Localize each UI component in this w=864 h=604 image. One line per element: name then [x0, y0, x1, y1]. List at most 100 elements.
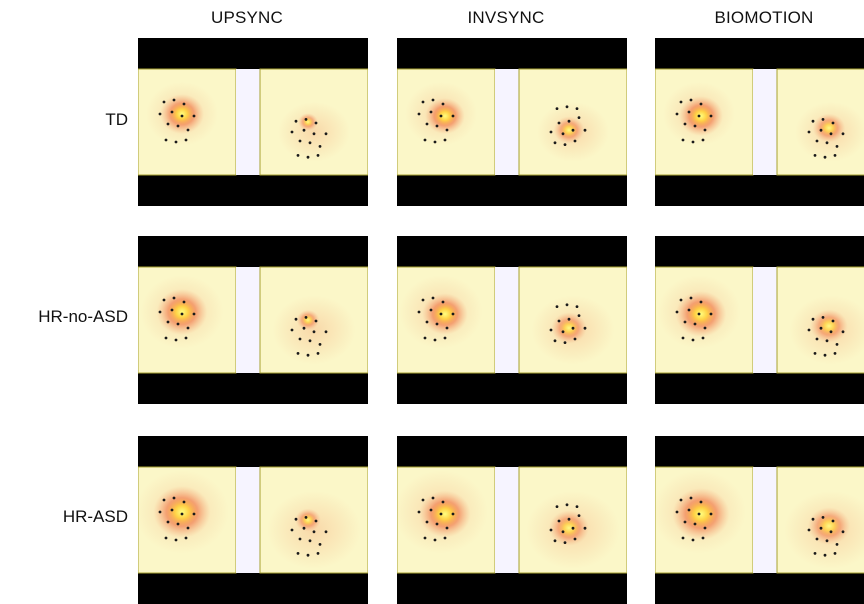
point-light-dot: [815, 537, 819, 541]
point-light-dot: [302, 526, 306, 530]
heatmap-panel-hr-asd-upsync: [138, 436, 368, 604]
point-light-dot: [815, 139, 819, 143]
fixation-hotspot-right: [812, 113, 846, 143]
point-light-dot: [176, 124, 180, 128]
point-light-dot: [697, 312, 701, 316]
point-light-dot: [451, 114, 455, 118]
point-light-dot: [443, 336, 447, 340]
point-light-dot: [308, 141, 312, 145]
point-light-dot: [192, 114, 196, 118]
point-light-dot: [423, 138, 427, 142]
point-light-dot: [567, 317, 571, 321]
point-light-dot: [166, 520, 170, 524]
point-light-dot: [324, 132, 328, 136]
point-light-dot: [697, 512, 701, 516]
point-light-dot: [563, 541, 567, 544]
point-light-dot: [701, 336, 705, 340]
point-light-dot: [316, 352, 320, 355]
heatmap-panel-hr-no-asd-invsync: [397, 236, 627, 404]
point-light-dot: [314, 519, 318, 523]
point-light-dot: [186, 128, 190, 132]
fixation-haze-right: [272, 295, 356, 365]
column-header-biomotion: BIOMOTION: [714, 8, 814, 27]
point-light-dot: [709, 312, 713, 316]
row-label-hr-no-asd: HR-no-ASD: [38, 307, 128, 326]
point-light-dot: [681, 138, 685, 142]
point-light-dot: [833, 552, 837, 555]
point-light-dot: [829, 132, 833, 136]
point-light-dot: [425, 320, 429, 324]
point-light-dot: [164, 536, 168, 540]
point-light-dot: [158, 112, 162, 116]
point-light-dot: [417, 310, 421, 314]
point-light-dot: [691, 338, 695, 342]
point-light-dot: [445, 526, 449, 530]
point-light-dot: [439, 512, 443, 516]
point-light-dot: [833, 352, 837, 355]
point-light-dot: [681, 336, 685, 340]
point-light-dot: [571, 326, 575, 330]
point-light-dot: [699, 500, 703, 504]
point-light-dot: [294, 317, 298, 321]
point-light-dot: [425, 520, 429, 524]
point-light-dot: [445, 128, 449, 132]
point-light-dot: [186, 326, 190, 330]
point-light-dot: [555, 107, 559, 110]
point-light-dot: [439, 312, 443, 316]
fixation-hotspot-left: [672, 488, 730, 540]
point-light-dot: [699, 300, 703, 304]
point-light-dot: [441, 500, 445, 504]
point-light-dot: [813, 552, 817, 555]
stimulus-gap: [753, 467, 777, 573]
point-light-dot: [841, 530, 845, 534]
point-light-dot: [192, 512, 196, 516]
point-light-dot: [433, 538, 437, 542]
point-light-dot: [829, 530, 833, 534]
fixation-hotspot-right: [298, 113, 318, 131]
point-light-dot: [549, 130, 553, 134]
point-light-dot: [681, 536, 685, 540]
point-light-dot: [679, 298, 683, 302]
point-light-dot: [180, 114, 184, 118]
point-light-dot: [561, 530, 565, 534]
fixation-hotspot-right: [296, 309, 320, 331]
point-light-dot: [703, 128, 707, 132]
point-light-dot: [417, 112, 421, 116]
point-light-dot: [567, 119, 571, 123]
point-light-dot: [687, 308, 691, 312]
point-light-dot: [825, 539, 829, 543]
point-light-dot: [425, 122, 429, 126]
point-light-dot: [577, 314, 581, 317]
point-light-dot: [451, 312, 455, 316]
point-light-dot: [308, 539, 312, 543]
heatmap-panel-hr-no-asd-biomotion: [655, 236, 864, 404]
point-light-dot: [433, 338, 437, 342]
point-light-dot: [709, 512, 713, 516]
point-light-dot: [813, 352, 817, 355]
point-light-dot: [176, 522, 180, 526]
point-light-dot: [577, 514, 581, 517]
stimulus-gap: [495, 467, 519, 573]
point-light-dot: [431, 98, 435, 102]
point-light-dot: [166, 320, 170, 324]
point-light-dot: [443, 536, 447, 540]
point-light-dot: [172, 496, 176, 500]
point-light-dot: [691, 538, 695, 542]
point-light-dot: [174, 140, 178, 144]
point-light-dot: [417, 510, 421, 514]
point-light-dot: [689, 296, 693, 300]
heatmap-panel-hr-no-asd-upsync: [138, 236, 368, 404]
point-light-dot: [158, 510, 162, 514]
point-light-dot: [549, 528, 553, 532]
point-light-dot: [841, 132, 845, 136]
point-light-dot: [573, 139, 577, 143]
heatmap-panel-hr-asd-biomotion: [655, 436, 864, 604]
point-light-dot: [835, 145, 839, 148]
point-light-dot: [567, 517, 571, 521]
point-light-dot: [807, 328, 811, 332]
point-light-dot: [557, 319, 561, 323]
point-light-dot: [821, 516, 825, 519]
point-light-dot: [553, 339, 557, 343]
point-light-dot: [683, 320, 687, 324]
point-light-dot: [318, 343, 322, 346]
